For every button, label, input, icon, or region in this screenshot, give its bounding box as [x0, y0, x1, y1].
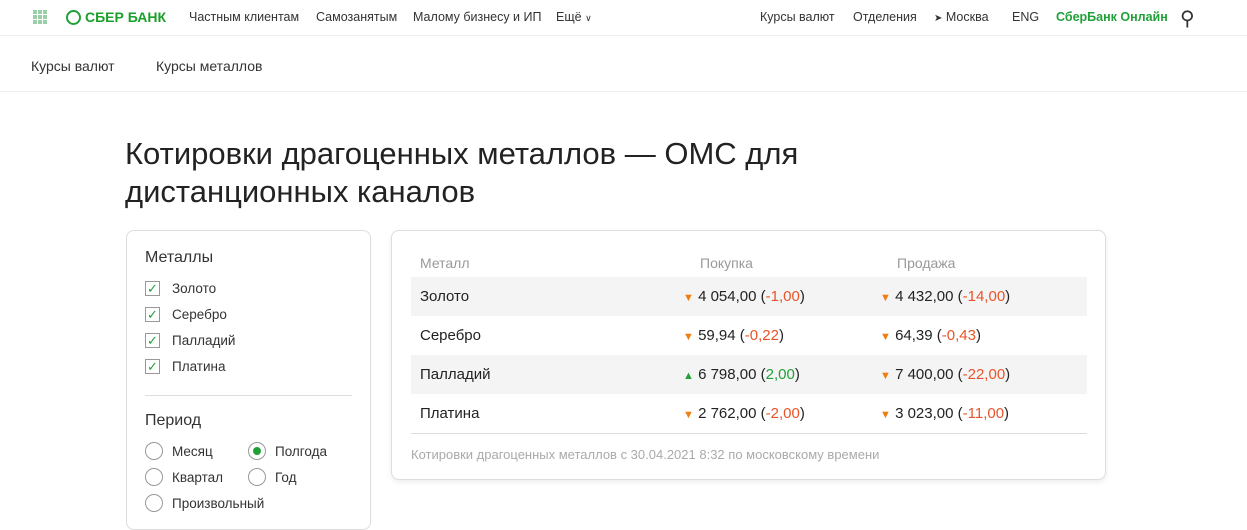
sber-logo-icon: [66, 10, 81, 25]
arrow-down-icon: ▼: [683, 409, 694, 421]
nav-private[interactable]: Частным клиентам: [189, 10, 300, 24]
metal-name: Платина: [420, 405, 480, 422]
period-radio[interactable]: Произвольный: [145, 490, 264, 516]
table-row: Палладий ▲ 6 798,00 (2,00) ▼ 7 400,00 (-22…: [411, 355, 1087, 394]
divider: [145, 395, 352, 396]
checkbox-checked-icon: ✓: [145, 306, 160, 322]
radio-icon: [248, 468, 266, 486]
arrow-down-icon: ▼: [880, 409, 891, 421]
arrow-down-icon: ▼: [683, 331, 694, 343]
metals-title: Металлы: [145, 249, 214, 266]
filters-panel: Металлы ✓ Золото ✓ Серебро ✓ Палладий ✓ Плат…: [126, 230, 371, 530]
nav-lang[interactable]: ENG: [1012, 10, 1040, 24]
period-radio[interactable]: Месяц: [145, 438, 248, 464]
radio-selected-icon: [248, 442, 266, 460]
sub-nav: Курсы валют Курсы металлов: [0, 36, 1247, 92]
sell-price: ▼ 64,39 (-0,43): [880, 327, 981, 344]
buy-price: ▼ 4 054,00 (-1,00): [683, 288, 805, 305]
tab-metals[interactable]: Курсы металлов: [156, 58, 263, 74]
arrow-down-icon: ▼: [880, 370, 891, 382]
location-arrow-icon: ➤: [934, 13, 943, 24]
buy-price: ▼ 2 762,00 (-2,00): [683, 405, 805, 422]
table-row: Серебро ▼ 59,94 (-0,22) ▼ 64,39 (-0,43): [411, 316, 1087, 355]
buy-price: ▼ 59,94 (-0,22): [683, 327, 784, 344]
sell-price: ▼ 7 400,00 (-22,00): [880, 366, 1011, 383]
checkbox-checked-icon: ✓: [145, 332, 160, 348]
metal-name: Палладий: [420, 366, 491, 383]
radio-icon: [145, 468, 163, 486]
metal-checkbox[interactable]: ✓ Платина: [145, 353, 352, 379]
rates-table: Металл Покупка Продажа Золото ▼ 4 054,00 …: [391, 230, 1106, 480]
arrow-down-icon: ▼: [683, 292, 694, 304]
checkbox-checked-icon: ✓: [145, 280, 160, 296]
nav-branches[interactable]: Отделения: [853, 10, 917, 24]
radio-icon: [145, 494, 163, 512]
nav-city[interactable]: ➤ Москва: [934, 10, 989, 24]
metal-checkbox[interactable]: ✓ Золото: [145, 275, 352, 301]
nav-selfemployed[interactable]: Самозанятым: [316, 10, 398, 24]
table-header: Металл Покупка Продажа: [420, 255, 956, 271]
period-radio[interactable]: Год: [248, 464, 348, 490]
checkbox-checked-icon: ✓: [145, 358, 160, 374]
buy-price: ▲ 6 798,00 (2,00): [683, 366, 800, 383]
metal-name: Золото: [420, 288, 470, 305]
table-row: Золото ▼ 4 054,00 (-1,00) ▼ 4 432,00 (-14,…: [411, 277, 1087, 316]
arrow-down-icon: ▼: [880, 331, 891, 343]
search-icon[interactable]: ⚲: [1180, 8, 1195, 30]
arrow-down-icon: ▼: [880, 292, 891, 304]
radio-icon: [145, 442, 163, 460]
page-title: Котировки драгоценных металлов — ОМС для…: [125, 136, 799, 209]
sell-price: ▼ 4 432,00 (-14,00): [880, 288, 1011, 305]
chevron-down-icon: ∨: [585, 13, 592, 23]
nav-business[interactable]: Малому бизнесу и ИП: [413, 10, 542, 24]
metal-name: Серебро: [420, 327, 481, 344]
nav-online[interactable]: СберБанк Онлайн: [1056, 10, 1168, 24]
sell-price: ▼ 3 023,00 (-11,00): [880, 405, 1010, 422]
nav-more[interactable]: Ещё ∨: [556, 10, 592, 24]
arrow-up-icon: ▲: [683, 370, 694, 382]
nav-currency[interactable]: Курсы валют: [760, 10, 835, 24]
footnote: Котировки драгоценных металлов с 30.04.2…: [411, 433, 1087, 462]
apps-grid-icon[interactable]: [33, 10, 47, 24]
period-title: Период: [145, 412, 202, 429]
tab-currency[interactable]: Курсы валют: [31, 58, 115, 74]
metal-checkbox[interactable]: ✓ Серебро: [145, 301, 352, 327]
logo[interactable]: СБЕР БАНК: [66, 9, 166, 25]
metal-checkbox[interactable]: ✓ Палладий: [145, 327, 352, 353]
table-row: Платина ▼ 2 762,00 (-2,00) ▼ 3 023,00 (-11…: [411, 394, 1087, 433]
top-nav: СБЕР БАНК Частным клиентам Самозанятым М…: [0, 0, 1247, 36]
period-radio[interactable]: Квартал: [145, 464, 248, 490]
period-radio[interactable]: Полгода: [248, 438, 348, 464]
